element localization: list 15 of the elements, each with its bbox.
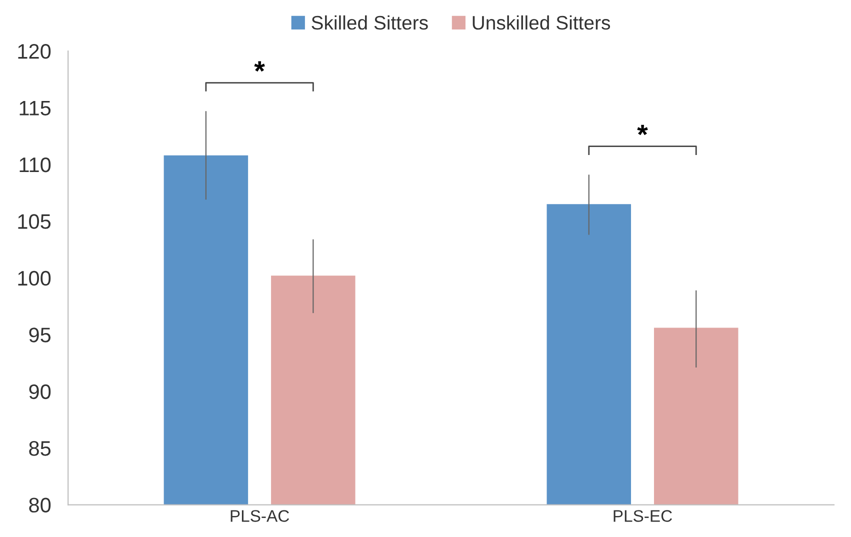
y-tick-label: 100 [18,270,51,286]
y-tick-label: 85 [29,441,51,456]
y-tick-label: 80 [29,498,51,513]
annotation: * [254,61,265,72]
x-tick-label: PLS-EC [614,510,672,522]
y-tick-label: 110 [20,157,51,172]
y-tick-label: 90 [29,384,51,400]
y-tick-label: 95 [29,328,51,342]
y-tick-label: 105 [18,214,51,229]
y-tick-label: 120 [18,44,51,59]
annotation: * [637,124,648,136]
y-tick-label: 115 [20,100,51,116]
legend-label: Unskilled Sitters [472,15,610,30]
x-tick-label: PLS-AC [230,510,290,522]
legend-label: Skilled Sitters [312,15,428,30]
